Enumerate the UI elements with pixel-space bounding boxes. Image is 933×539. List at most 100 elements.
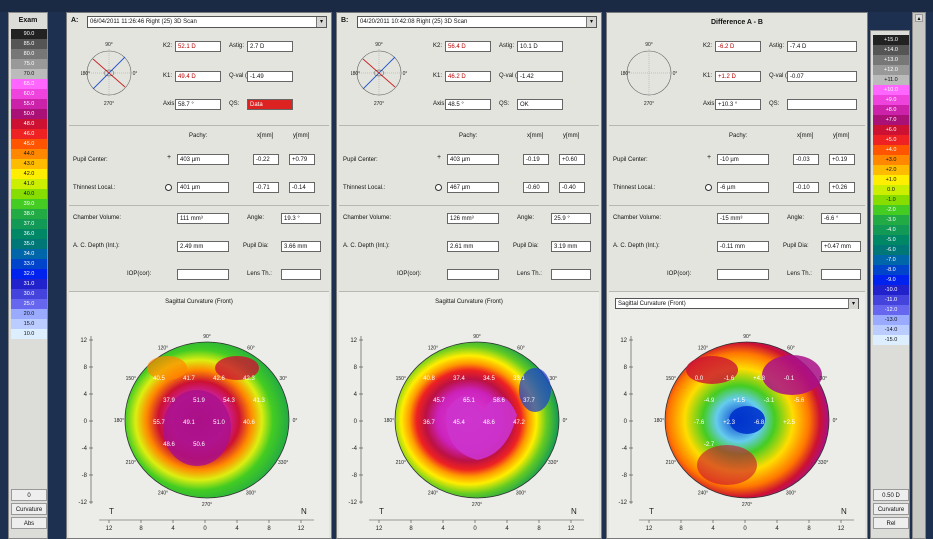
left-scale-footer-1[interactable]: Curvature [11,503,47,515]
scroll-up-icon[interactable]: ▴ [915,14,923,22]
panel-diff-k1-field[interactable]: +1.2 D [715,71,761,82]
panel-b-qval-label: Q-val (30°): [499,73,530,79]
map-value-label: -1.6 [724,376,735,382]
panel-diff-thin-y[interactable]: +0.26 [829,182,855,193]
angle-label: 0° [833,418,838,424]
panel-a-k1-field[interactable]: 49.4 D [175,71,221,82]
panel-b-thin-y[interactable]: -0.40 [559,182,585,193]
panel-b-scan-value: 04/20/2011 10:42:08 Right (25) 3D Scan [360,19,468,25]
panel-diff-angle-field[interactable]: -6.6 ° [821,213,861,224]
panel-a-thin-x[interactable]: -0.71 [253,182,279,193]
panel-diff-iop-field[interactable] [717,269,769,280]
panel-diff-lens-field[interactable] [821,269,861,280]
panel-b-letter: B: [341,17,349,24]
panel-b-scan-select[interactable]: 04/20/2011 10:42:08 Right (25) 3D Scan ▾ [357,16,597,28]
panel-a-thin-pachy[interactable]: 401 µm [177,182,229,193]
panel-b-astig-field[interactable]: 10.1 D [517,41,563,52]
panel-a-thin-y[interactable]: -0.14 [289,182,315,193]
panel-diff-thin-pachy[interactable]: -6 µm [717,182,769,193]
panel-b-acd-field[interactable]: 2.61 mm [447,241,499,252]
panel-diff-astig-field[interactable]: -7.4 D [787,41,857,52]
chevron-down-icon[interactable]: ▾ [586,17,596,27]
map-value-label: 40.5 [153,376,165,382]
chevron-down-icon[interactable]: ▾ [848,299,858,309]
panel-a-pachy-section [69,125,329,205]
right-scale-footer-0[interactable]: 0.50 D [873,489,909,501]
panel-a-astig-label: Astig: [229,43,245,49]
panel-a-acd-field[interactable]: 2.49 mm [177,241,229,252]
panel-a-qs-field[interactable]: Data [247,99,293,110]
panel-a-k2-field[interactable]: 52.1 D [175,41,221,52]
angle-label: 0° [563,418,568,424]
panel-a-astig-field[interactable]: 2.7 D [247,41,293,52]
panel-b-pupil-y[interactable]: +0.60 [559,154,585,165]
right-scale-cell: -11.0 [873,295,909,305]
panel-diff-pupil-x[interactable]: -0.03 [793,154,819,165]
panel-diff-qs-field[interactable] [787,99,857,110]
difference-title: Difference A - B [711,19,763,26]
panel-a-topography-map[interactable]: 12 8 4 0 -4 -8 -12 12 8 4 0 4 8 12 90° 120° 60° 150° 30° 18… [69,318,319,534]
y-tick-label: -8 [82,473,88,479]
panel-a-qval-field[interactable]: -1.49 [247,71,293,82]
panel-a-scan-select[interactable]: 06/04/2011 11:26:46 Right (25) 3D Scan ▾ [87,16,327,28]
panel-b-pupil-marker-icon: + [437,154,442,161]
panel-a-axis-field[interactable]: 58.7 ° [175,99,221,110]
angle-label: 180° [384,418,394,424]
panel-b-pupil-pachy[interactable]: 403 µm [447,154,499,165]
panel-b-cv-field[interactable]: 126 mm³ [447,213,499,224]
panel-diff-cv-field[interactable]: -15 mm³ [717,213,769,224]
panel-b-qs-field[interactable]: OK [517,99,563,110]
angle-label: 150° [666,376,676,382]
chevron-down-icon[interactable]: ▾ [316,17,326,27]
panel-a-pdia-field[interactable]: 3.66 mm [281,241,321,252]
nasal-label: N [301,507,307,516]
panel-diff-thin-x[interactable]: -0.10 [793,182,819,193]
panel-b-k1-field[interactable]: 46.2 D [445,71,491,82]
panel-b-k2-field[interactable]: 56.4 D [445,41,491,52]
panel-b-lens-field[interactable] [551,269,591,280]
panel-b-thin-label: Thinnest Local.: [343,185,386,191]
panel-b-thin-x[interactable]: -0.60 [523,182,549,193]
panel-diff-topography-map[interactable]: 12 8 4 0 -4 -8 -12 12 8 4 0 4 8 12 90° 120° 60° 150° 30° 18… [609,318,859,534]
left-scale-footer-0[interactable]: 0 [11,489,47,501]
panel-diff-pupil-pachy[interactable]: -10 µm [717,154,769,165]
panel-a-pupil-x[interactable]: -0.22 [253,154,279,165]
panel-diff-acd-field[interactable]: -0.11 mm [717,241,769,252]
panel-diff-pupil-y[interactable]: +0.19 [829,154,855,165]
angle-label: 300° [516,491,526,497]
map-value-label: 33.1 [513,376,525,382]
map-value-label: 51.0 [213,420,225,426]
panel-b-angle-field[interactable]: 25.9 ° [551,213,591,224]
panel-b-topography-map[interactable]: 12 8 4 0 -4 -8 -12 12 8 4 0 4 8 12 90° 120° 60° 150° 30° 18… [339,318,589,534]
panel-b-iop-field[interactable] [447,269,499,280]
compass-label: 180° [621,71,630,77]
panel-b-qval-field[interactable]: -1.42 [517,71,563,82]
panel-diff-axis-field[interactable]: +10.3 ° [715,99,761,110]
panel-b-pupil-x[interactable]: -0.19 [523,154,549,165]
panel-a-pupil-y[interactable]: +0.79 [289,154,315,165]
panel-b-pdia-field[interactable]: 3.19 mm [551,241,591,252]
right-scale-cell: +6.0 [873,125,909,135]
panel-a-angle-field[interactable]: 19.3 ° [281,213,321,224]
left-scale-footer-2[interactable]: Abs [11,517,47,529]
panel-diff-map-type-select[interactable]: Sagittal Curvature (Front) ▾ [615,298,859,309]
panel-diff-qval-field[interactable]: -0.07 [787,71,857,82]
right-scale-footer-1[interactable]: Curvature [873,503,909,515]
right-scale-footer-2[interactable]: Rel [873,517,909,529]
vertical-scrollbar[interactable]: ▴ [912,12,926,539]
left-scale-cell: 44.0 [11,149,47,159]
map-value-label: -6.8 [754,420,765,426]
panel-diff-k2-field[interactable]: -6.2 D [715,41,761,52]
panel-diff-pdia-field[interactable]: +0.47 mm [821,241,861,252]
left-scale-cell: 35.0 [11,239,47,249]
right-scale-cell: +11.0 [873,75,909,85]
panel-b-y-header: y[mm] [563,133,580,139]
panel-b-thin-pachy[interactable]: 467 µm [447,182,499,193]
panel-b-axis-field[interactable]: 48.5 ° [445,99,491,110]
map-value-label: -0.1 [784,376,795,382]
panel-a-pupil-pachy[interactable]: 403 µm [177,154,229,165]
panel-a-lens-field[interactable] [281,269,321,280]
compass-label: 270° [374,101,384,107]
panel-a-cv-field[interactable]: 111 mm³ [177,213,229,224]
panel-a-iop-field[interactable] [177,269,229,280]
